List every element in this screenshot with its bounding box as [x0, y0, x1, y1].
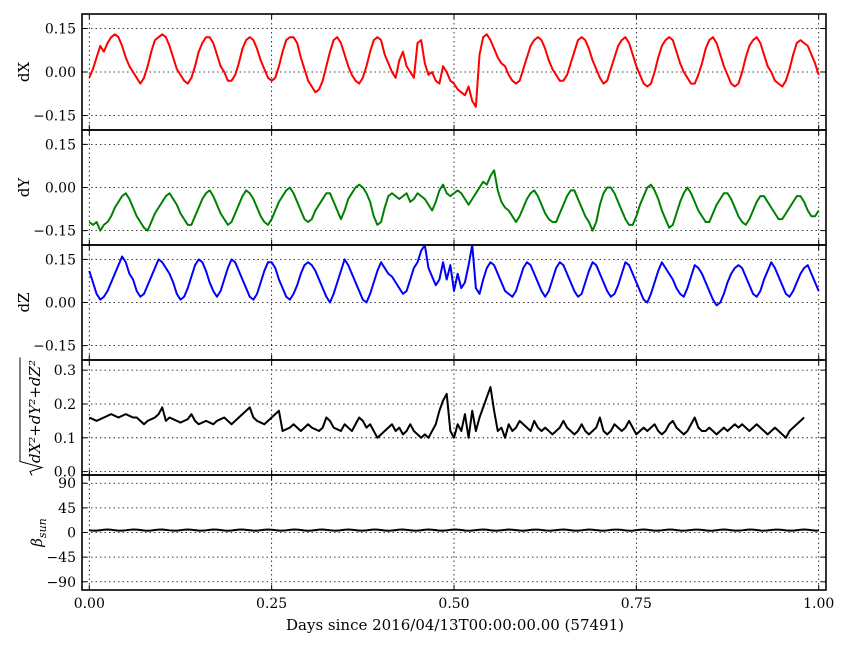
y-tick-label: −0.15: [33, 224, 76, 240]
y-tick-label: 45: [58, 501, 76, 517]
y-axis-label-dX: dX: [15, 62, 33, 83]
x-tick-label: 1.00: [803, 596, 834, 612]
y-tick-label: −90: [46, 575, 76, 591]
panel-dY: −0.15 0.00 0.15 dY: [15, 129, 827, 246]
panel-dZ: −0.15 0.00 0.15 dZ: [15, 244, 827, 361]
series-line-dY: [88, 169, 820, 232]
radical-sign: [19, 357, 44, 476]
y-tick-label: 0.1: [54, 431, 76, 447]
series-line-dX: [88, 33, 820, 108]
y-axis-label-magnitude: dX²+dY²+dZ²: [19, 357, 44, 476]
panel-dX: −0.15 0.00 0.15 dX: [15, 13, 827, 131]
x-tick-label: 0.75: [621, 596, 652, 612]
x-tick-label: 0.50: [438, 596, 469, 612]
series-line-beta-sun: [89, 528, 819, 532]
y-tick-label: −0.15: [33, 339, 76, 355]
y-tick-label: 0.00: [45, 65, 76, 81]
y-tick-label: 0: [67, 526, 76, 542]
y-tick-label: 0.15: [45, 22, 76, 38]
series-line-magnitude: [88, 386, 805, 439]
y-tick-label: 0.00: [45, 296, 76, 312]
x-tick-label: 0.00: [74, 596, 105, 612]
y-tick-label: −45: [46, 550, 76, 566]
y-axis-label-dZ: dZ: [15, 292, 33, 312]
y-tick-label: 0.0: [54, 465, 76, 481]
y-tick-label: 0.3: [54, 363, 76, 379]
y-axis-label-dY: dY: [15, 177, 33, 198]
panel-beta-sun: −90 −45 0 45 90 βsun 0.00 0.25 0.50 0.75 1.00: [28, 474, 834, 612]
panel-frame: [81, 474, 827, 591]
y-tick-label: 0.2: [54, 397, 76, 413]
series-line-dZ: [88, 245, 820, 307]
y-tick-label: 0.00: [45, 181, 76, 197]
y-tick-label: 0.15: [45, 137, 76, 153]
panels: −0.150.000.15dX−0.150.000.15dY−0.150.000…: [15, 13, 834, 612]
x-tick-label: 0.25: [256, 596, 287, 612]
y-axis-label-main: β: [28, 538, 46, 548]
y-axis-label-text: dX²+dY²+dZ²: [26, 360, 44, 463]
panel-magnitude: 0.0 0.1 0.2 0.3 dX²+dY²+dZ²: [19, 357, 827, 481]
y-tick-label: 90: [58, 476, 76, 492]
panel-frame: [81, 129, 827, 246]
y-tick-label: −0.15: [33, 109, 76, 125]
y-axis-label-beta-sun: βsun: [28, 518, 49, 548]
y-axis-label-subscript: sun: [36, 518, 49, 538]
y-tick-label: 0.15: [45, 252, 76, 268]
x-axis-label: Days since 2016/04/13T00:00:00.00 (57491…: [286, 616, 624, 634]
